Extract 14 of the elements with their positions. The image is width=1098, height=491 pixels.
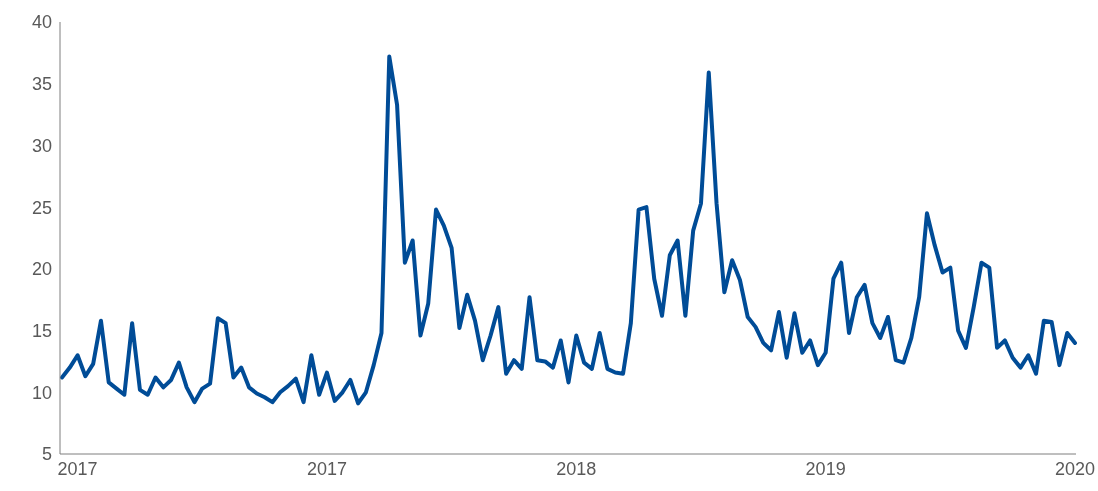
x-tick-label: 2020 bbox=[1054, 458, 1096, 479]
y-tick-label: 15 bbox=[31, 320, 52, 341]
x-tick-label: 2017 bbox=[306, 458, 347, 479]
y-tick-label: 35 bbox=[31, 74, 52, 95]
y-tick-label: 5 bbox=[41, 444, 52, 465]
line-series bbox=[60, 54, 1077, 406]
x-tick-label: 2017 bbox=[57, 458, 98, 479]
y-tick-label: 10 bbox=[31, 382, 52, 403]
y-tick-label: 30 bbox=[31, 135, 52, 156]
y-tick-label: 25 bbox=[31, 197, 52, 218]
y-tick-label: 40 bbox=[31, 12, 52, 33]
y-tick-label: 20 bbox=[31, 259, 52, 280]
x-tick-label: 2019 bbox=[805, 458, 846, 479]
x-tick-label: 2018 bbox=[556, 458, 597, 479]
